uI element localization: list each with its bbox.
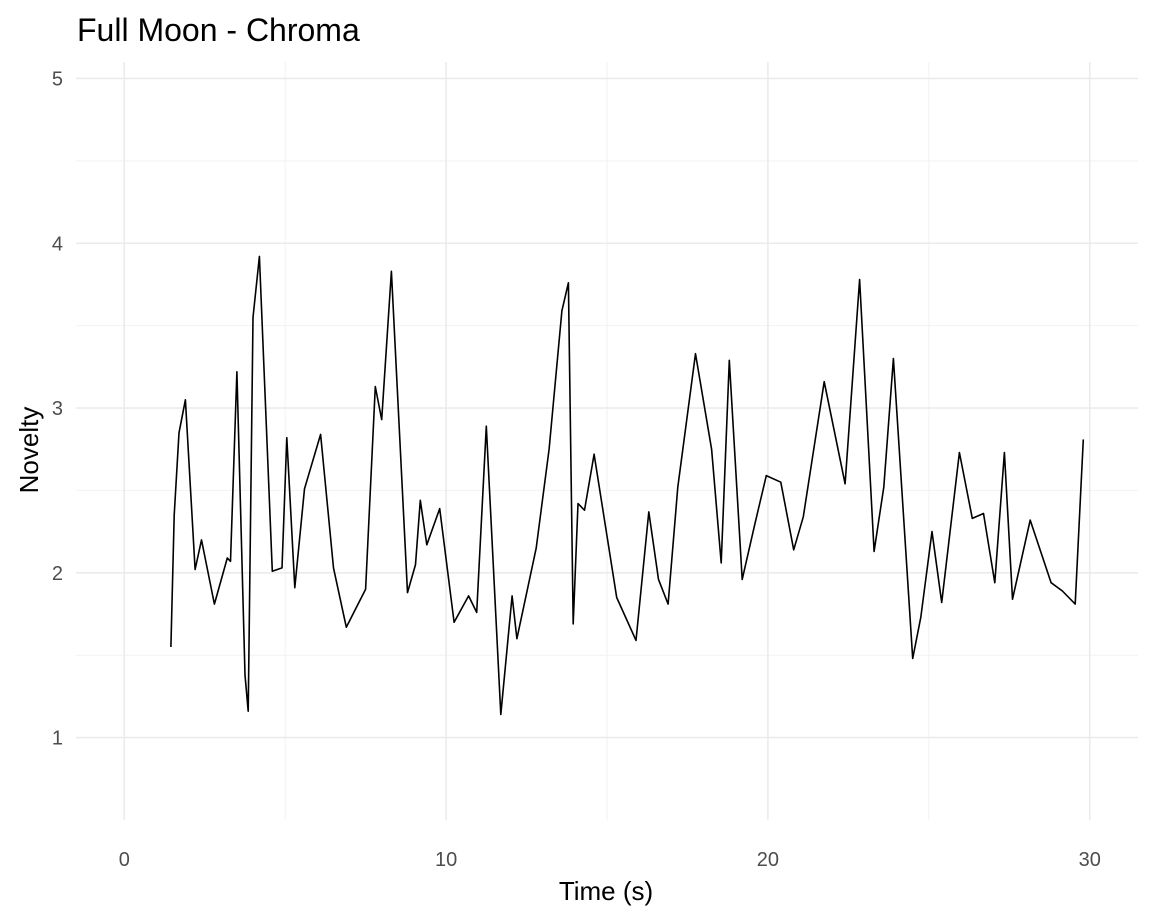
- x-tick-label: 20: [757, 849, 779, 871]
- x-tick-label: 30: [1079, 849, 1101, 871]
- x-axis-label: Time (s): [559, 876, 653, 906]
- y-tick-label: 3: [52, 398, 63, 420]
- y-tick-label: 1: [52, 728, 63, 750]
- y-axis-ticks: 1 2 3 4 5: [52, 68, 63, 749]
- y-tick-label: 2: [52, 563, 63, 585]
- y-tick-label: 5: [52, 68, 63, 90]
- x-axis-ticks: 0 10 20 30: [119, 849, 1101, 871]
- novelty-series-line: [170, 255, 1085, 716]
- y-tick-label: 4: [52, 233, 63, 255]
- x-tick-label: 0: [119, 849, 130, 871]
- y-axis-label: Novelty: [14, 407, 44, 494]
- chart-title: Full Moon - Chroma: [77, 12, 360, 48]
- x-tick-label: 10: [435, 849, 457, 871]
